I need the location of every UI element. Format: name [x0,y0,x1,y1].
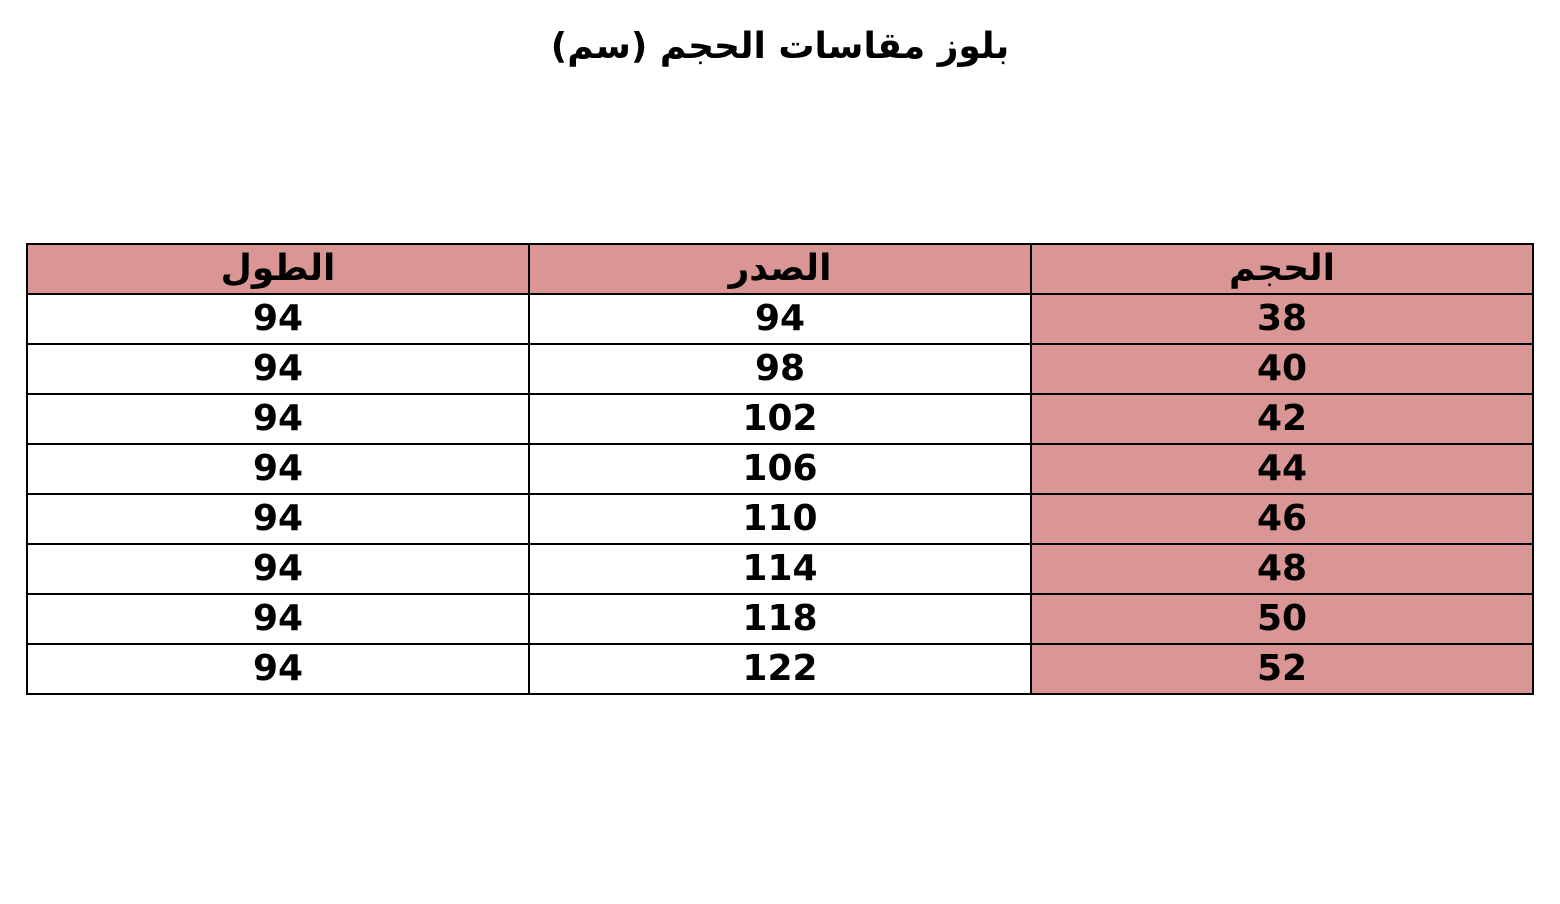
table-row: 50 118 94 [26,593,1534,645]
table-row: 38 94 94 [26,293,1534,345]
cell-chest: 110 [528,493,1032,545]
table-row: 42 102 94 [26,393,1534,445]
table-row: 40 98 94 [26,343,1534,395]
table-row: 52 122 94 [26,643,1534,695]
cell-chest: 102 [528,393,1032,445]
cell-size: 44 [1030,443,1534,495]
cell-size: 46 [1030,493,1534,545]
cell-chest: 114 [528,543,1032,595]
header-length: الطول [26,243,530,295]
cell-length: 94 [26,343,530,395]
table-row: 46 110 94 [26,493,1534,545]
table-row: 44 106 94 [26,443,1534,495]
cell-chest: 106 [528,443,1032,495]
cell-size: 50 [1030,593,1534,645]
cell-size: 42 [1030,393,1534,445]
cell-chest: 122 [528,643,1032,695]
cell-chest: 94 [528,293,1032,345]
table-row: 48 114 94 [26,543,1534,595]
size-table: الحجم الصدر الطول 38 94 94 40 98 94 42 102 94 44 1… [26,243,1534,695]
cell-size: 52 [1030,643,1534,695]
cell-length: 94 [26,293,530,345]
cell-length: 94 [26,393,530,445]
header-chest: الصدر [528,243,1032,295]
cell-length: 94 [26,543,530,595]
header-row: الحجم الصدر الطول [26,243,1534,295]
cell-length: 94 [26,443,530,495]
cell-length: 94 [26,643,530,695]
cell-length: 94 [26,593,530,645]
header-size: الحجم [1030,243,1534,295]
cell-length: 94 [26,493,530,545]
cell-size: 48 [1030,543,1534,595]
cell-chest: 118 [528,593,1032,645]
cell-size: 40 [1030,343,1534,395]
cell-size: 38 [1030,293,1534,345]
page-title: بلوز مقاسات الحجم (سم) [550,26,1010,67]
cell-chest: 98 [528,343,1032,395]
